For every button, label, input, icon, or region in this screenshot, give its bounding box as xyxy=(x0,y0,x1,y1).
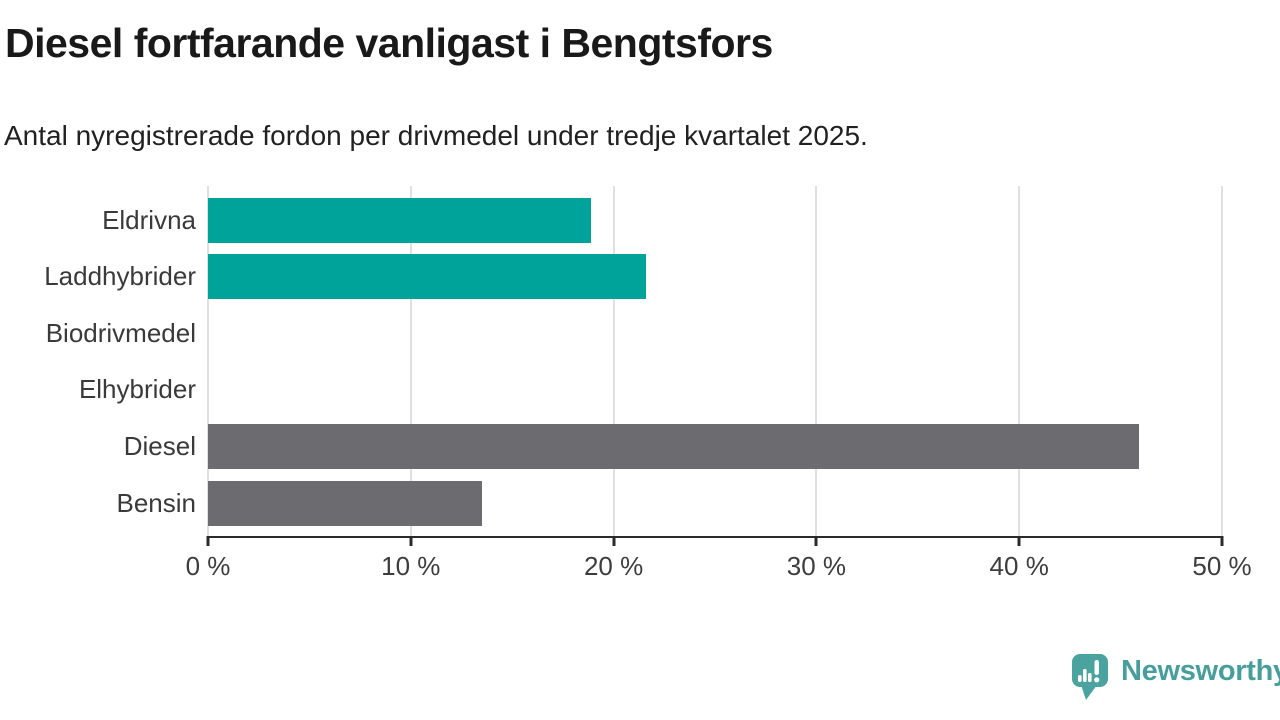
category-label-biodrivmedel: Biodrivmedel xyxy=(45,317,196,348)
gridline-0 xyxy=(207,186,209,536)
category-label-laddhybrider: Laddhybrider xyxy=(44,261,196,292)
x-tick-mark-20 xyxy=(612,536,616,546)
x-tick-mark-10 xyxy=(409,536,413,546)
newsworthy-logo: Newsworthy xyxy=(1071,652,1280,700)
x-tick-mark-50 xyxy=(1220,536,1224,546)
x-tick-mark-40 xyxy=(1017,536,1021,546)
bar-laddhybrider xyxy=(208,254,647,300)
x-tick-label-40: 40 % xyxy=(989,551,1049,581)
category-label-elhybrider: Elhybrider xyxy=(78,374,196,405)
chart-subtitle: Antal nyregistrerade fordon per drivmede… xyxy=(4,120,868,151)
gridline-30 xyxy=(815,186,818,536)
category-label-bensin: Bensin xyxy=(116,487,197,518)
x-axis: 0 % 10 % 20 % 30 % 40 % 50 % xyxy=(186,536,1252,588)
category-axis-labels: Eldrivna Laddhybrider Biodrivmedel Elhybrid… xyxy=(0,186,196,536)
bar-eldrivna xyxy=(208,197,592,243)
gridline-20 xyxy=(612,186,615,536)
chart-title: Diesel fortfarande vanligast i Bengtsfor… xyxy=(5,20,773,66)
x-tick-mark-30 xyxy=(814,536,818,546)
newsworthy-icon xyxy=(1072,654,1108,700)
x-tick-label-50: 50 % xyxy=(1192,551,1252,581)
x-tick-label-10: 10 % xyxy=(381,551,441,581)
bar-bensin xyxy=(208,480,482,526)
category-label-eldrivna: Eldrivna xyxy=(102,204,196,235)
category-label-diesel: Diesel xyxy=(123,430,196,461)
x-tick-label-0: 0 % xyxy=(185,551,231,581)
plot-area xyxy=(207,186,1223,538)
x-tick-label-20: 20 % xyxy=(583,551,644,581)
gridline-10 xyxy=(409,186,412,536)
x-tick-mark-0 xyxy=(206,536,210,546)
gridline-50 xyxy=(1221,186,1223,536)
x-tick-label-30: 30 % xyxy=(786,551,847,581)
bar-diesel xyxy=(208,423,1139,469)
newsworthy-wordmark: Newsworthy xyxy=(1121,655,1280,687)
gridline-40 xyxy=(1018,186,1021,536)
